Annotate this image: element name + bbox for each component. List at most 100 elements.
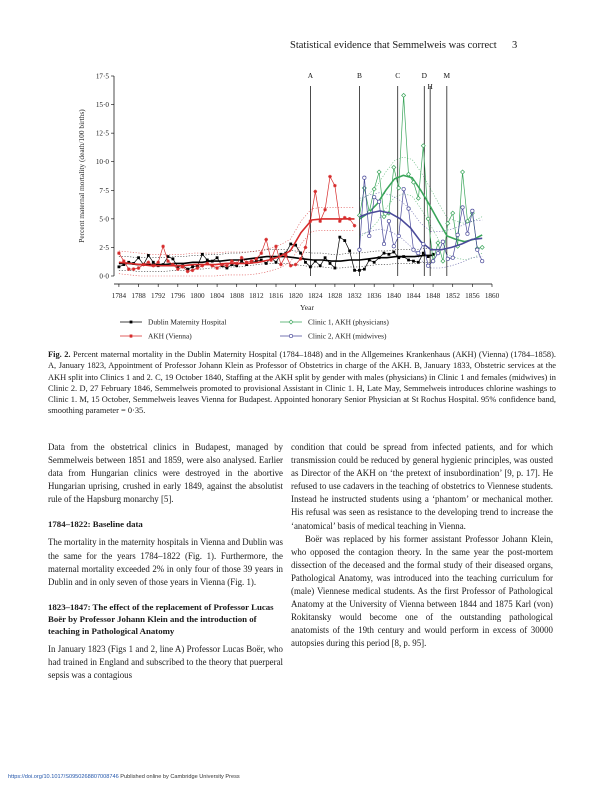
data-point-3-6 [386,219,391,224]
data-point-1-21 [220,262,224,267]
data-point-1-11 [171,262,175,267]
data-point-0-44 [333,266,337,270]
y-tick-label: 5·0 [99,215,109,223]
event-label-c: C [395,71,400,80]
data-point-1-47 [347,217,352,221]
confidence-band-1-0 [118,207,355,255]
data-point-2-13 [420,143,426,149]
confidence-band-2-1 [359,193,483,261]
data-point-3-0 [357,247,362,252]
data-point-0-31 [269,256,273,260]
confidence-band-3-1 [359,228,483,269]
data-point-1-32 [274,244,278,249]
data-point-0-4 [137,256,140,260]
data-point-3-15 [431,259,436,264]
data-point-0-58 [402,255,406,258]
data-point-0-62 [421,251,425,255]
data-point-1-46 [342,215,347,220]
data-point-3-10 [406,206,411,211]
data-point-2-0 [356,212,362,218]
x-tick-label: 1788 [131,292,146,300]
data-point-0-16 [196,264,199,268]
data-point-2-1 [361,185,367,191]
event-label-h: H [427,82,433,91]
paragraph-klein: Boër was replaced by his former assistan… [291,533,553,649]
left-column: Data from the obstetrical clinics in Bud… [48,441,283,682]
data-point-3-25 [480,259,485,264]
mortality-chart: 0·0 2·5 5·0 7·5 10·0 12·5 15·0 17·5 1784 1788 1792… [77,71,500,341]
x-tick-label: 1784 [112,292,127,300]
data-point-0-29 [259,258,263,262]
event-label-m: M [444,71,451,80]
footer: https://doi.org/10.1017/S095026880700874… [8,774,240,780]
data-point-0-51 [367,258,371,262]
data-point-0-30 [264,262,268,265]
x-tick-label: 1816 [269,292,284,300]
data-point-1-12 [176,267,180,271]
data-point-2-16 [435,240,441,246]
data-point-0-18 [205,258,209,262]
data-point-0-19 [210,259,214,263]
data-point-legend-0 [129,320,133,324]
data-point-2-11 [410,179,416,185]
data-point-1-15 [190,268,195,273]
confidence-band-1-1 [118,230,355,277]
data-point-0-0 [117,265,121,269]
data-point-1-36 [293,262,298,267]
heading-replacement: 1823–1847: The effect of the replacement… [48,601,274,636]
data-point-0-41 [318,264,322,268]
data-point-1-28 [254,257,259,261]
data-point-1-30 [264,237,268,242]
data-point-1-44 [333,183,337,188]
x-tick-label: 1808 [230,292,245,300]
data-point-2-8 [396,185,402,191]
data-point-0-6 [146,254,150,257]
data-point-3-22 [465,231,470,236]
data-point-3-14 [426,263,431,268]
data-point-2-9 [401,92,407,98]
data-point-1-7 [151,263,156,268]
data-point-0-14 [186,267,190,271]
data-point-0-42 [323,256,327,260]
x-axis-label: Year [300,303,314,312]
data-point-0-12 [176,265,180,269]
x-tick-label: 1804 [210,292,225,300]
figure-caption: Fig. 2. Percent maternal mortality in th… [48,349,556,417]
data-point-0-28 [254,259,258,263]
data-point-2-7 [391,164,397,170]
data-point-1-6 [146,260,151,265]
data-point-1-27 [249,259,254,263]
data-point-3-20 [455,232,460,237]
data-point-0-39 [308,265,312,269]
data-point-0-49 [358,268,361,272]
event-label-b: B [357,71,362,80]
data-point-2-5 [381,214,387,220]
data-point-2-3 [371,186,377,192]
data-point-1-23 [230,259,234,263]
data-point-1-42 [323,207,327,212]
data-point-0-53 [377,256,381,260]
data-point-0-56 [392,250,396,254]
paragraph-boer-intro: In January 1823 (Figs 1 and 2, line A) P… [48,643,283,681]
data-point-3-5 [381,241,387,247]
data-point-0-26 [245,263,248,266]
data-point-0-17 [200,252,204,256]
data-point-1-8 [156,260,160,265]
series-line-2 [359,95,483,262]
data-point-1-33 [279,262,283,267]
x-tick-label: 1840 [387,292,402,300]
x-tick-label: 1824 [308,292,323,300]
data-point-0-61 [416,260,420,264]
data-point-1-35 [288,263,293,268]
data-point-0-38 [304,260,307,264]
data-point-1-34 [284,253,288,258]
data-point-1-31 [269,258,273,262]
doi-link[interactable]: https://doi.org/10.1017/S095026880700874… [8,774,119,780]
data-point-1-20 [215,266,219,270]
data-point-1-18 [205,261,210,266]
data-point-0-40 [313,259,317,263]
running-title: Statistical evidence that Semmelweis was… [290,40,497,51]
x-tick-label: 1860 [485,292,500,300]
series-line-1 [118,175,355,272]
data-point-0-50 [362,267,366,271]
